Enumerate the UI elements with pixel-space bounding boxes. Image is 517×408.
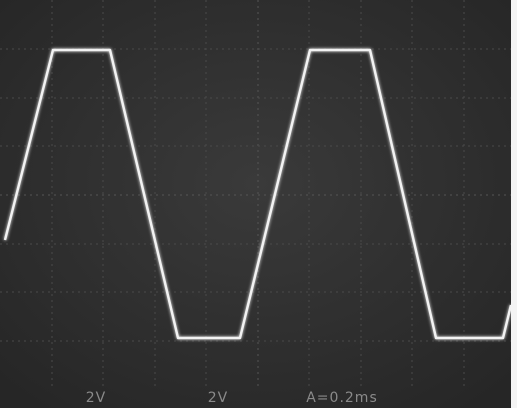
channel-2-scale: 2V [208,390,228,406]
timebase: A=0.2ms [306,390,378,406]
screen-border [511,0,517,408]
channel-1-scale: 2V [86,390,106,406]
waveform-trace [3,48,513,340]
